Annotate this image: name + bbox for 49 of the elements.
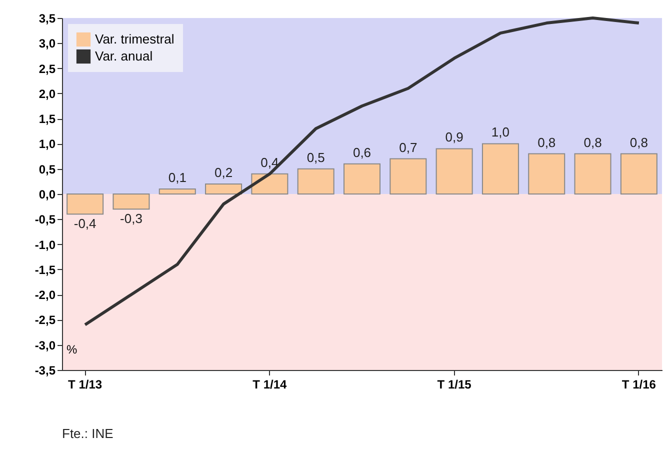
- y-tick-label: 0,0: [38, 188, 56, 202]
- bar: [390, 158, 427, 194]
- y-tick-label: 3,5: [38, 12, 56, 26]
- y-tick-label: -3,0: [34, 338, 56, 352]
- data-label: 1,0: [491, 124, 510, 140]
- y-tick-label: -1,5: [34, 262, 56, 277]
- legend-label: Var. anual: [95, 48, 153, 64]
- y-tick-label: 1,5: [38, 112, 56, 126]
- y-tick-label: -1,0: [34, 238, 56, 252]
- data-label: -0,4: [74, 216, 96, 232]
- bar: [297, 168, 334, 194]
- data-label: -0,3: [120, 211, 142, 226]
- bar: [482, 143, 519, 194]
- data-label: 0,6: [352, 144, 372, 160]
- x-tick-label: T 1/13: [68, 378, 102, 392]
- data-label: 0,8: [538, 134, 556, 150]
- bar: [112, 194, 150, 210]
- bar: [620, 153, 658, 194]
- y-tick-label: 1,0: [38, 137, 56, 152]
- bar: [251, 173, 288, 194]
- bar: [344, 163, 380, 194]
- x-tick-label: T 1/15: [437, 378, 472, 392]
- y-tick-label: 2,5: [38, 62, 56, 76]
- bar: [574, 153, 612, 194]
- legend-label: Var. trimestral: [95, 32, 174, 46]
- y-tick-label: -2,5: [34, 313, 56, 328]
- data-label: 0,7: [399, 140, 418, 155]
- y-tick-label: -0,5: [34, 212, 56, 227]
- bar: [205, 183, 242, 194]
- y-tick-label: -3,5: [34, 364, 56, 378]
- x-tick-label: T 1/16: [622, 378, 656, 392]
- bar: [66, 194, 104, 215]
- y-tick-label: 2,0: [38, 86, 56, 101]
- y-axis-title: %: [66, 342, 78, 356]
- y-tick-label: 3,0: [38, 36, 56, 51]
- y-tick-label: -2,0: [34, 288, 56, 302]
- data-label: 0,8: [584, 134, 602, 150]
- bar: [158, 188, 196, 194]
- y-tick-label: 0,5: [38, 162, 56, 176]
- bar: [528, 153, 566, 194]
- data-label: 0,4: [260, 154, 279, 170]
- data-label: 0,1: [168, 170, 186, 185]
- data-label: 0,8: [630, 134, 648, 150]
- text: Fte.: INE: [62, 426, 114, 441]
- data-label: 0,2: [214, 164, 233, 180]
- data-label: 0,5: [306, 150, 325, 165]
- bar: [436, 148, 473, 194]
- data-label: 0,9: [445, 130, 464, 145]
- x-tick-label: T 1/14: [252, 378, 288, 392]
